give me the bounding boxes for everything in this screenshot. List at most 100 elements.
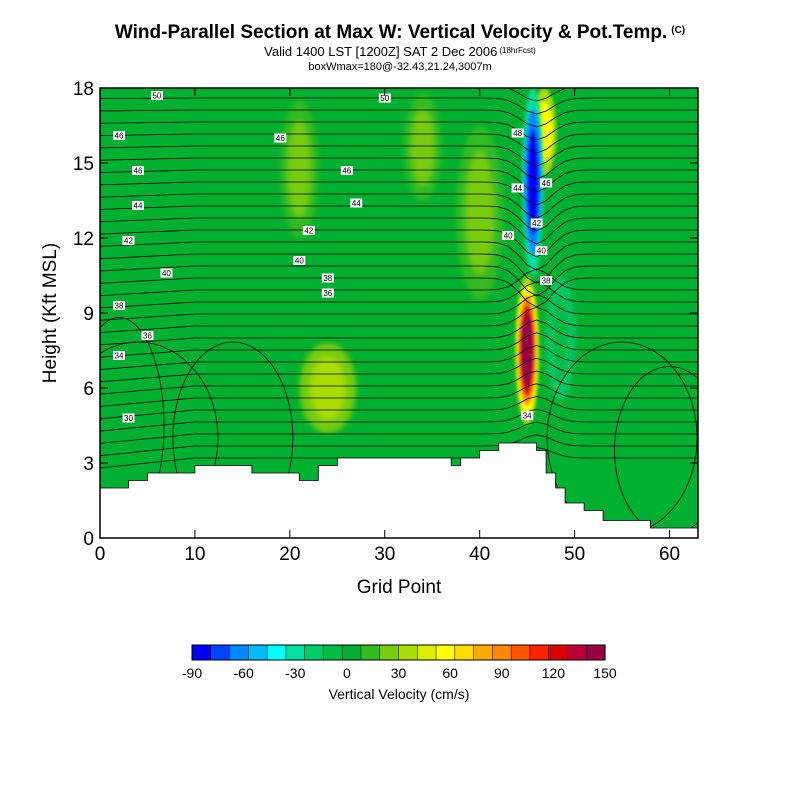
colorbar-swatch	[510, 644, 531, 661]
theta-label: 42	[124, 237, 133, 246]
theta-line	[100, 229, 698, 258]
theta-label: 38	[115, 302, 124, 311]
theta-label: 40	[504, 232, 513, 241]
w-contour-inner-lee-downdraft	[551, 294, 569, 382]
colorbar-tick-label: 150	[593, 665, 617, 681]
theta-line	[100, 265, 698, 297]
theta-label: 36	[143, 332, 152, 341]
valid-time-line: Valid 1400 LST [1200Z] SAT 2 Dec 2006 (18…	[0, 44, 800, 59]
theta-label-box	[350, 198, 363, 208]
theta-line	[100, 345, 698, 370]
theta-line	[100, 193, 698, 219]
theta-line	[100, 133, 698, 154]
colorbar-tick-label: 30	[391, 665, 407, 681]
terrain	[100, 442, 698, 538]
y-tick-label: 18	[73, 79, 94, 100]
theta-line	[100, 181, 698, 206]
colorbar-swatch	[454, 644, 475, 661]
x-tick-label: 0	[95, 544, 106, 565]
theta-label: 42	[304, 227, 313, 236]
theta-label: 50	[152, 92, 161, 101]
theta-label-box	[321, 273, 334, 283]
colorbar-swatch	[248, 644, 268, 661]
theta-label-box	[131, 201, 144, 210]
colorbar-tick-label: 120	[542, 665, 566, 681]
colorbar-swatch	[323, 644, 343, 661]
theta-label: 36	[323, 289, 332, 298]
colorbar-tick-label: 0	[343, 665, 351, 681]
theta-label-box	[274, 133, 287, 143]
theta-label-box	[511, 183, 524, 193]
theta-line	[100, 268, 698, 296]
theta-label: 38	[542, 277, 551, 286]
theta-label: 46	[115, 132, 124, 141]
forecast-hour: (18hrFcst)	[499, 46, 536, 55]
theta-label-box	[141, 331, 154, 340]
theta-label-box	[321, 288, 334, 298]
theta-label-box	[293, 256, 306, 265]
colorbar-swatch	[229, 644, 249, 661]
w-feature-central-updraft-cell	[299, 343, 357, 433]
colorbar-swatch	[360, 644, 381, 661]
colorbar-tick-label: 90	[494, 665, 510, 681]
colorbar-tick-label: -90	[182, 665, 202, 681]
theta-labels: 30 34 36 38 40 42 44 46 46 50 36 38 40 42 44 46 46 50 40 44…	[112, 91, 553, 423]
colorbar: Vertical Velocity (cm/s) -90 -60 -30 0 30 60 9…	[182, 644, 617, 702]
x-tick-label: 50	[564, 544, 585, 565]
colorbar-swatch	[304, 644, 324, 661]
theta-label-box	[535, 246, 548, 255]
w-contour-max-updraft-core	[521, 314, 534, 387]
y-tick-label: 12	[73, 229, 94, 250]
w-contour-downdraft-core	[526, 128, 540, 235]
theta-label: 46	[342, 167, 351, 176]
theta-line	[100, 169, 698, 193]
theta-line	[100, 434, 698, 457]
theta-line	[100, 121, 698, 141]
box-w-max: boxWmax=180@-32.43,21.24,3007m	[308, 61, 492, 73]
chart-title: Wind-Parallel Section at Max W: Vertical…	[0, 22, 800, 44]
x-tick-label: 10	[184, 544, 205, 565]
colorbar-swatch	[567, 644, 587, 661]
theta-label-box	[112, 301, 125, 310]
theta-label: 44	[513, 184, 522, 193]
theta-label-box	[511, 128, 524, 138]
w-feature-upper-updraft-streak	[403, 93, 442, 201]
theta-line	[100, 396, 698, 420]
theta-lines	[100, 88, 698, 535]
theta-label-box	[112, 131, 125, 140]
colorbar-swatch	[210, 644, 231, 661]
valid-time: Valid 1400 LST [1200Z] SAT 2 Dec 2006	[264, 44, 498, 59]
colorbar-swatch	[341, 644, 362, 661]
colorbar-frame	[191, 644, 606, 661]
colorbar-swatch	[473, 644, 493, 661]
theta-line	[100, 408, 698, 432]
theta-label: 50	[380, 94, 389, 103]
theta-label: 44	[352, 199, 361, 208]
y-tick-label: 3	[83, 454, 94, 475]
theta-label-box	[112, 351, 125, 360]
y-tick-label: 0	[83, 529, 94, 550]
colorbar-swatch	[398, 644, 418, 661]
theta-label: 40	[537, 247, 546, 256]
theta-label: 38	[323, 274, 332, 283]
colorbar-swatch	[266, 644, 287, 661]
theta-label-box	[540, 178, 553, 188]
theta-label: 44	[134, 202, 143, 211]
theta-line	[100, 253, 698, 284]
colorbar-title: Vertical Velocity (cm/s)	[329, 686, 470, 702]
colorbar-swatch	[417, 644, 437, 661]
theta-label-box	[540, 276, 553, 285]
theta-label: 40	[162, 269, 171, 278]
theta-label: 30	[124, 414, 133, 423]
theta-label-box	[521, 411, 534, 420]
theta-label-box	[378, 93, 391, 103]
theta-line	[100, 217, 698, 245]
theta-line	[100, 281, 698, 309]
colorbar-swatch	[492, 644, 512, 661]
theta-line	[100, 241, 698, 271]
axes: Grid Point Height (Kft MSL) 0 10 20 30 40 50 6…	[40, 79, 698, 598]
x-tick-label: 20	[279, 544, 300, 565]
theta-label: 46	[276, 134, 285, 143]
y-tick-label: 15	[73, 154, 94, 175]
